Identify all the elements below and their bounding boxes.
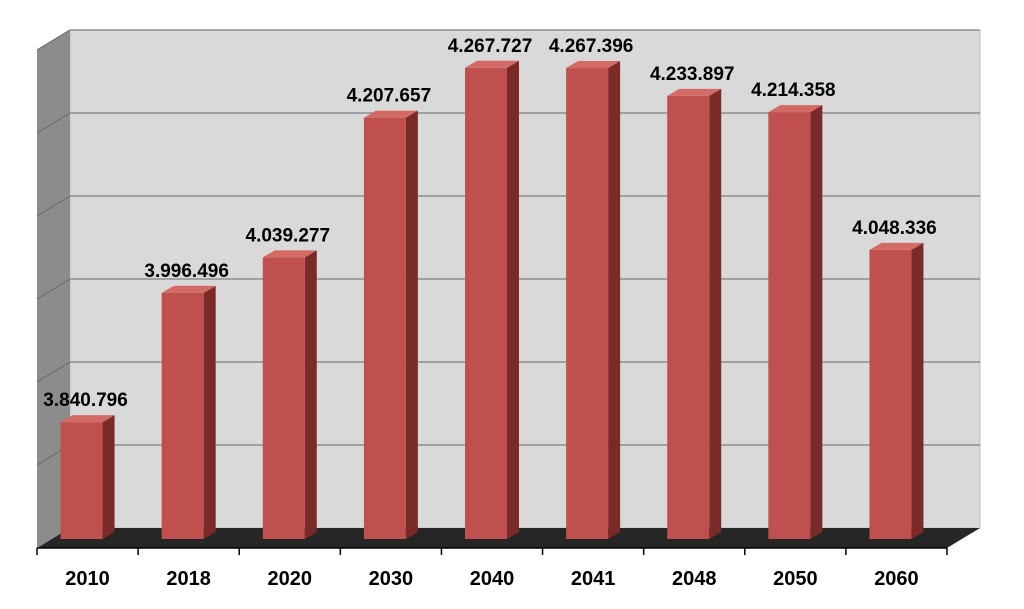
bar-front [667, 95, 710, 540]
bar-value-label: 4.233.897 [650, 64, 735, 85]
bar [60, 415, 115, 539]
bar-top [869, 242, 924, 250]
bars [60, 60, 924, 540]
bar-top [262, 250, 317, 258]
bar-side [405, 110, 418, 540]
bar [869, 242, 924, 540]
side-gridline [36, 361, 71, 383]
x-tick-label: 2041 [571, 568, 616, 590]
side-gridline [36, 112, 71, 134]
value-labels: 3.840.796 3.996.496 4.039.277 4.207.657 4.26… [43, 36, 936, 411]
bar-value-label: 4.267.396 [549, 36, 634, 57]
bar-side [810, 105, 823, 540]
x-tick-label: 2010 [65, 568, 110, 590]
bar-value-label: 3.996.496 [144, 261, 229, 282]
bar-top [161, 285, 216, 293]
bar [161, 285, 216, 539]
bar-front [465, 67, 507, 539]
side-gridline [36, 29, 71, 51]
bar-side [911, 242, 924, 540]
side-gridline [36, 278, 71, 300]
x-tick-label: 2020 [268, 568, 313, 590]
bar-top [363, 110, 418, 118]
bar-side [709, 88, 722, 540]
bar-front [363, 117, 406, 540]
x-tick-label: 2060 [874, 568, 919, 590]
bar-side [304, 250, 317, 539]
bar-front [60, 422, 103, 539]
x-tick-label: 2040 [470, 568, 515, 590]
bar-value-label: 4.267.727 [448, 36, 533, 57]
bar-value-label: 4.207.657 [347, 86, 432, 107]
side-gridline [36, 195, 71, 217]
x-tick-label: 2050 [773, 568, 818, 590]
bar-front [869, 249, 912, 540]
gridlines [36, 29, 980, 466]
bar [465, 60, 519, 539]
x-tick-label: 2018 [166, 568, 211, 590]
bar [566, 61, 621, 540]
bar-side [507, 60, 519, 539]
bar-side [608, 61, 621, 540]
bar [363, 110, 418, 540]
bar-value-label: 4.039.277 [246, 225, 331, 246]
bar-side [203, 285, 216, 539]
bar-top [667, 88, 722, 96]
bar-front [161, 292, 204, 539]
bar-value-label: 4.214.358 [751, 80, 836, 101]
bar-side [102, 415, 115, 539]
bar-top [768, 105, 823, 113]
bar-value-label: 3.840.796 [43, 390, 128, 411]
x-axis: 2010 2018 2020 2030 2040 2041 2048 2050 2060 [36, 547, 948, 590]
bar [667, 88, 722, 540]
bar-value-label: 4.048.336 [852, 218, 937, 239]
bar-front [262, 257, 305, 539]
x-tick-label: 2048 [672, 568, 717, 590]
bar [768, 105, 823, 540]
bar [262, 250, 317, 539]
bar-front [566, 68, 609, 540]
bar-front [768, 112, 811, 540]
x-tick-label: 2030 [369, 568, 414, 590]
bar-top [566, 61, 621, 69]
bar-top [465, 60, 519, 68]
bar-top [60, 415, 115, 423]
